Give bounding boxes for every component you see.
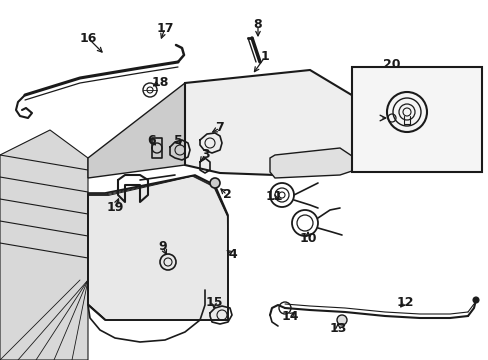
Polygon shape xyxy=(0,130,88,360)
Text: 7: 7 xyxy=(215,121,224,135)
Text: 18: 18 xyxy=(151,76,168,89)
Text: 17: 17 xyxy=(156,22,173,35)
Polygon shape xyxy=(88,83,184,178)
Circle shape xyxy=(472,297,478,303)
Text: 4: 4 xyxy=(228,248,237,261)
Text: 10: 10 xyxy=(299,231,316,244)
Text: 5: 5 xyxy=(173,135,182,148)
Polygon shape xyxy=(269,148,354,178)
Text: 13: 13 xyxy=(328,321,346,334)
Text: 6: 6 xyxy=(147,135,156,148)
Text: 14: 14 xyxy=(281,310,298,323)
Polygon shape xyxy=(88,175,227,320)
Text: 2: 2 xyxy=(222,189,231,202)
Text: 3: 3 xyxy=(200,148,209,162)
Text: 15: 15 xyxy=(205,296,223,309)
Circle shape xyxy=(209,178,220,188)
Text: 20: 20 xyxy=(383,58,400,72)
Text: 12: 12 xyxy=(395,296,413,309)
Circle shape xyxy=(336,315,346,325)
Text: 9: 9 xyxy=(159,240,167,253)
Text: 8: 8 xyxy=(253,18,262,31)
Text: 1: 1 xyxy=(260,50,269,63)
Text: 11: 11 xyxy=(264,190,282,203)
Polygon shape xyxy=(184,70,359,175)
Text: 19: 19 xyxy=(106,202,123,215)
Bar xyxy=(351,67,481,172)
Text: 21: 21 xyxy=(358,105,375,118)
Text: 16: 16 xyxy=(79,31,97,45)
